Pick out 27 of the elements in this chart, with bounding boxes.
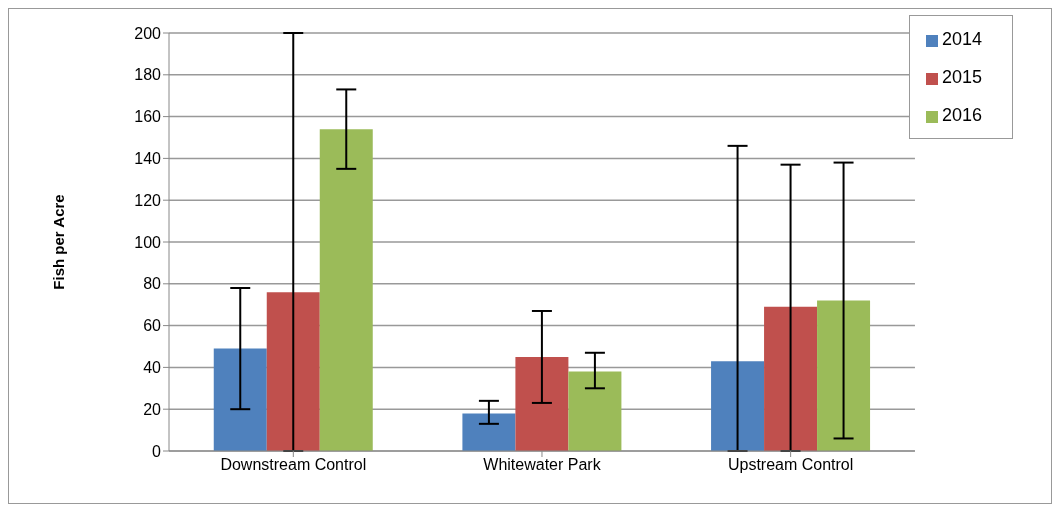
y-tick-label: 140 bbox=[134, 150, 162, 168]
legend-label: 2016 bbox=[941, 105, 982, 125]
legend-label: 2014 bbox=[941, 29, 982, 49]
bar bbox=[462, 413, 516, 451]
y-tick-label: 60 bbox=[143, 317, 162, 335]
bar bbox=[711, 361, 765, 451]
bar bbox=[515, 356, 569, 451]
bar bbox=[764, 306, 818, 451]
bar bbox=[568, 371, 622, 451]
x-tick-label: Whitewater Park bbox=[483, 456, 602, 474]
y-tick-label: 0 bbox=[152, 442, 162, 460]
y-tick-label: 100 bbox=[134, 233, 162, 251]
y-tick-label: 120 bbox=[134, 191, 162, 209]
bar bbox=[213, 348, 267, 451]
y-axis-title: Fish per Acre bbox=[50, 194, 68, 290]
y-tick-label: 80 bbox=[143, 275, 162, 293]
bar bbox=[319, 129, 373, 451]
y-tick-label: 40 bbox=[143, 359, 162, 377]
bar bbox=[817, 300, 871, 451]
y-tick-label: 20 bbox=[143, 400, 162, 418]
legend-label: 2015 bbox=[941, 67, 982, 87]
bar bbox=[266, 292, 320, 451]
x-tick-label: Upstream Control bbox=[727, 456, 854, 474]
x-tick-label: Downstream Control bbox=[220, 456, 367, 474]
y-tick-label: 160 bbox=[134, 108, 162, 126]
y-tick-label: 180 bbox=[134, 66, 162, 84]
y-tick-label: 200 bbox=[134, 24, 162, 42]
